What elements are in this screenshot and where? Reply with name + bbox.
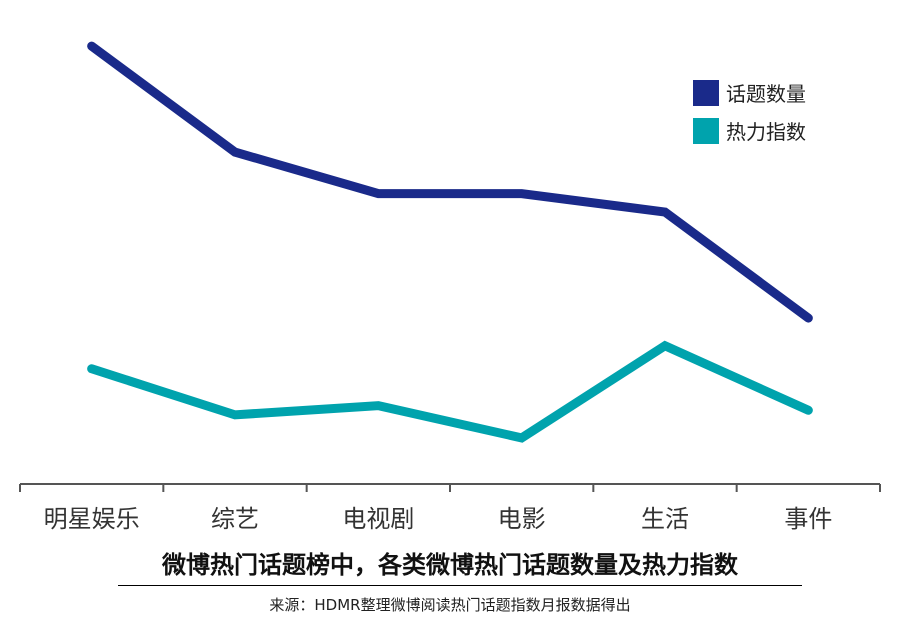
x-tick-label: 电影 [498, 505, 546, 533]
x-axis [19, 483, 881, 492]
title-underline [118, 585, 802, 586]
x-tick-label: 综艺 [211, 505, 259, 533]
series-lines [87, 41, 813, 443]
series-line [87, 41, 813, 323]
x-tick-label: 事件 [784, 505, 832, 533]
x-tick-label: 生活 [641, 505, 689, 533]
legend-swatch [693, 118, 719, 144]
source-note: 来源：HDMR整理微博阅读热门话题指数月报数据得出 [269, 596, 631, 614]
x-tick-label: 电视剧 [342, 505, 414, 533]
x-tick-label: 明星娱乐 [44, 505, 140, 533]
category-labels: 明星娱乐 综艺 电视剧 电影 生活 事件 [44, 505, 833, 533]
chart-title: 微博热门话题榜中，各类微博热门话题数量及热力指数 [162, 551, 738, 579]
series-line [87, 340, 813, 443]
legend-label: 话题数量 [726, 82, 806, 106]
legend-swatch [693, 80, 719, 106]
legend-label: 热力指数 [726, 120, 806, 144]
